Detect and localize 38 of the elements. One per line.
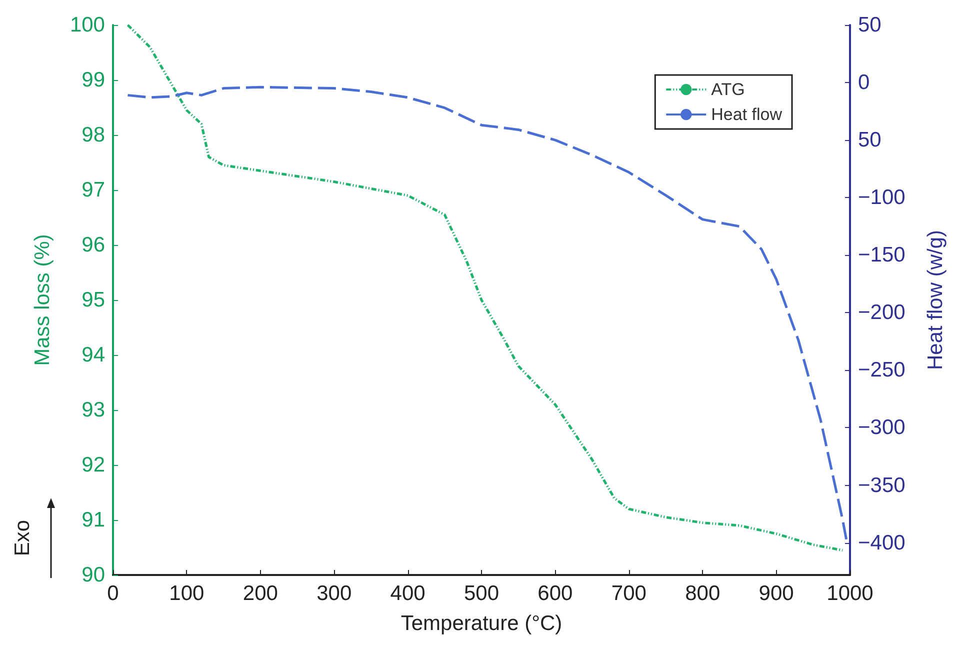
x-tick-label: 100 [169,582,204,605]
x-tick-label: 800 [685,582,720,605]
x-tick-label: 700 [611,582,646,605]
y2-tick-label: 0 [858,71,870,94]
y2-axis-title: Heat flow (w/g) [924,230,947,370]
y2-tick-label: −100 [858,186,906,210]
x-tick-label: 0 [107,582,119,605]
legend-label: Heat flow [711,105,783,124]
y2-tick-label: 50 [858,14,882,36]
y-axis-title: Mass loss (%) [31,234,54,366]
y-tick-label: 95 [82,288,105,312]
y2-tick-label: −350 [858,474,906,497]
x-tick-label: 200 [242,582,278,605]
y-tick-label: 100 [70,14,105,36]
y-tick-label: 94 [82,344,106,366]
text: Exo [11,520,34,556]
y2-tick-label: −400 [858,531,906,554]
x-tick-label: 400 [390,582,426,605]
x-tick-label: 1000 [826,582,874,605]
x-axis-title: Temperature (°C) [400,612,562,635]
x-tick-label: 600 [538,582,573,605]
y-tick-label: 98 [82,124,105,146]
y-tick-label: 97 [82,178,105,202]
x-tick-label: 500 [464,582,500,605]
legend-label: ATG [711,80,745,99]
y2-tick-label: −200 [858,301,906,324]
y2-tick-label: 50 [858,128,882,152]
y-tick-label: 96 [82,234,105,256]
y-tick-label: 90 [82,564,105,586]
y2-tick-label: −300 [858,416,906,440]
y2-tick-label: −150 [858,244,906,267]
y-tick-label: 93 [82,398,105,422]
y-tick-label: 92 [82,454,105,476]
y2-tick-label: −250 [858,358,906,382]
y-tick-label: 99 [82,68,105,92]
x-tick-label: 900 [758,582,794,605]
y-tick-label: 91 [82,508,105,532]
x-tick-label: 300 [316,582,352,605]
